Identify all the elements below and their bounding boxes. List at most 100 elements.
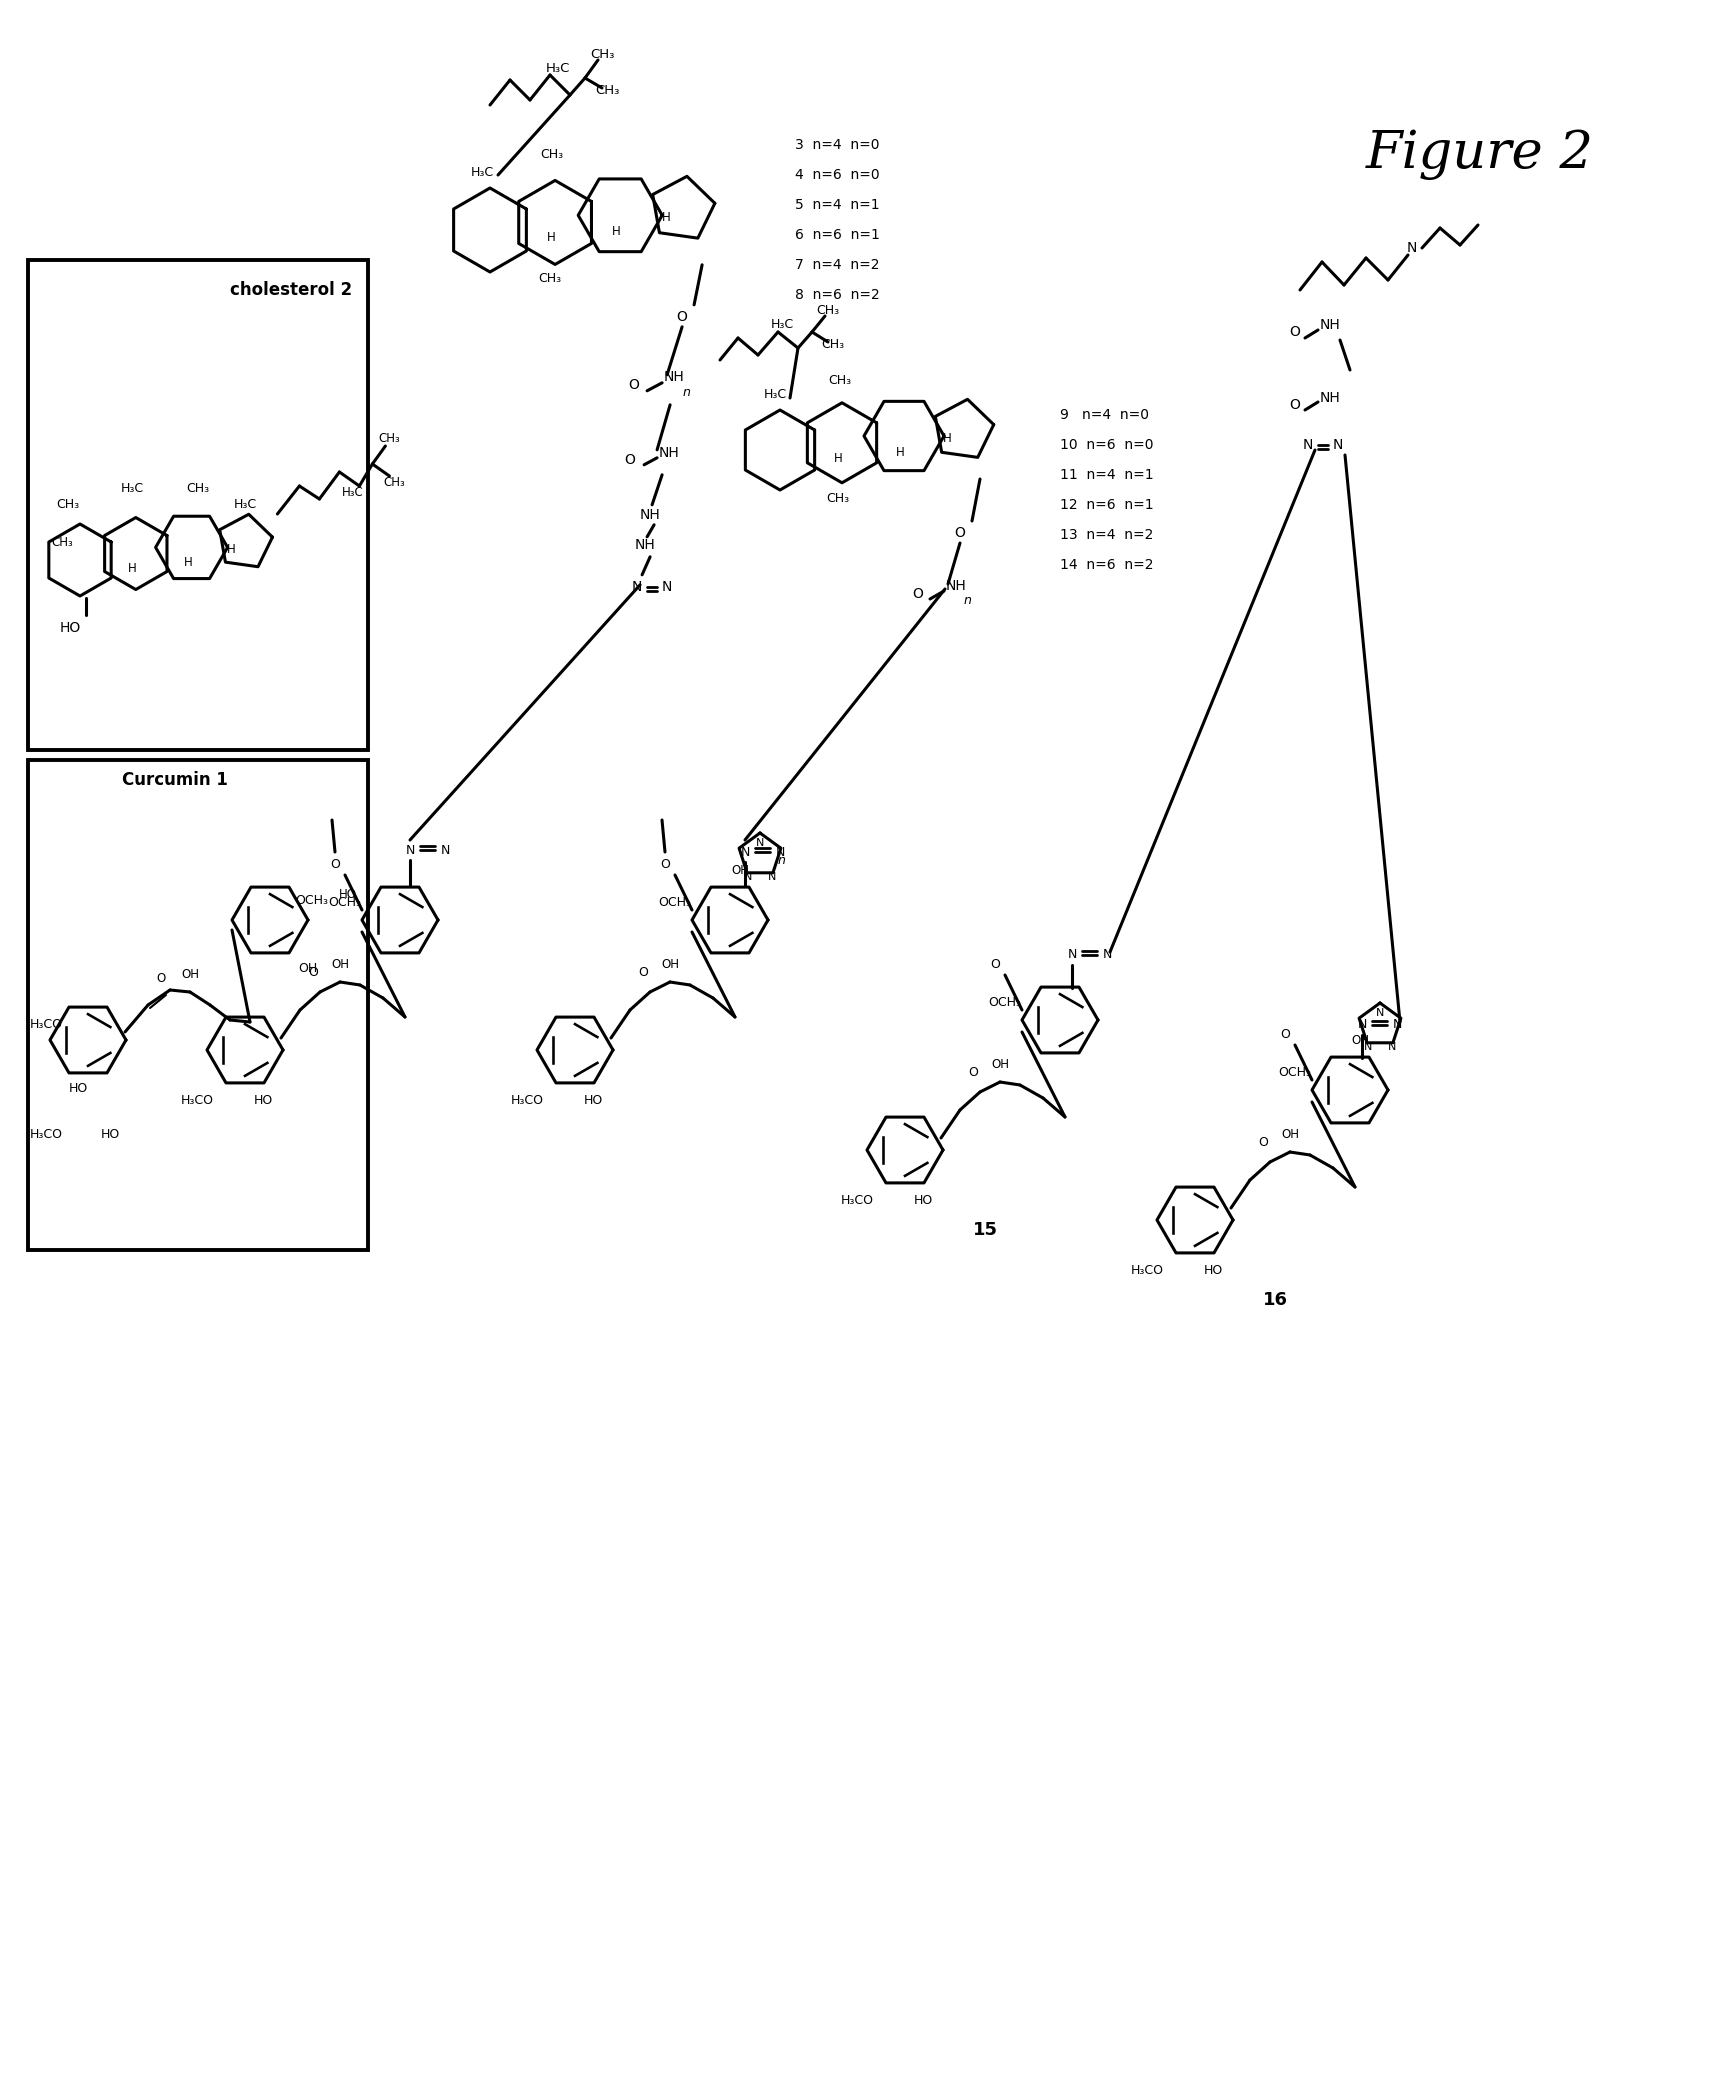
Text: CH₃: CH₃: [383, 475, 406, 490]
Text: N: N: [775, 846, 784, 858]
Text: H: H: [128, 562, 136, 575]
Text: 3  n=4  n=0: 3 n=4 n=0: [794, 137, 879, 152]
Text: OCH₃: OCH₃: [988, 996, 1021, 1008]
Text: Curcumin 1: Curcumin 1: [123, 771, 228, 789]
Text: CH₃: CH₃: [187, 481, 209, 494]
Text: OH: OH: [1351, 1033, 1370, 1046]
Text: O: O: [1280, 1029, 1290, 1042]
Text: N: N: [440, 844, 449, 856]
Text: O: O: [637, 967, 648, 979]
Bar: [28, 260, 368, 750]
Text: N: N: [744, 873, 753, 881]
Text: N: N: [406, 844, 414, 856]
Text: 16: 16: [1262, 1291, 1288, 1308]
Text: NH: NH: [639, 508, 660, 523]
Text: N: N: [1333, 437, 1344, 452]
Text: H: H: [943, 431, 952, 444]
Text: H₃C: H₃C: [770, 319, 794, 331]
Text: NH: NH: [658, 446, 679, 460]
Text: HO: HO: [1204, 1264, 1223, 1277]
Text: HO: HO: [914, 1194, 933, 1206]
Text: N: N: [1376, 1008, 1383, 1019]
Text: N: N: [741, 846, 750, 858]
Text: 12  n=6  n=1: 12 n=6 n=1: [1060, 498, 1154, 512]
Text: O: O: [307, 967, 318, 979]
Text: HO: HO: [69, 1081, 88, 1094]
Text: H₃CO: H₃CO: [29, 1129, 62, 1141]
Text: N: N: [1067, 948, 1076, 962]
Text: 6  n=6  n=1: 6 n=6 n=1: [794, 227, 879, 242]
Text: 5  n=4  n=1: 5 n=4 n=1: [794, 198, 879, 212]
Text: OH: OH: [661, 958, 679, 971]
Text: H₃CO: H₃CO: [511, 1094, 544, 1106]
Text: OH: OH: [181, 969, 199, 981]
Text: CH₃: CH₃: [822, 337, 845, 350]
Text: HO: HO: [584, 1094, 603, 1106]
Text: NH: NH: [946, 579, 967, 594]
Text: 11  n=4  n=1: 11 n=4 n=1: [1060, 469, 1154, 481]
Text: H: H: [226, 544, 235, 556]
Text: H₃C: H₃C: [233, 498, 257, 512]
Text: 14  n=6  n=2: 14 n=6 n=2: [1060, 558, 1154, 573]
Text: Figure 2: Figure 2: [1366, 129, 1594, 181]
Text: 4  n=6  n=0: 4 n=6 n=0: [794, 169, 879, 181]
Text: NH: NH: [1319, 319, 1340, 331]
Text: HO: HO: [100, 1129, 119, 1141]
Text: 10  n=6  n=0: 10 n=6 n=0: [1060, 437, 1154, 452]
Text: CH₃: CH₃: [52, 535, 73, 548]
Text: H₃C: H₃C: [546, 62, 570, 75]
Text: O: O: [157, 971, 166, 985]
Text: 7  n=4  n=2: 7 n=4 n=2: [794, 258, 879, 273]
Text: OH: OH: [991, 1058, 1009, 1071]
Text: cholesterol 2: cholesterol 2: [230, 281, 352, 300]
Text: N: N: [661, 579, 672, 594]
Text: O: O: [1290, 325, 1300, 340]
Text: CH₃: CH₃: [541, 148, 563, 162]
Text: n: n: [682, 385, 691, 400]
Text: OH: OH: [299, 962, 318, 975]
Text: N: N: [632, 579, 642, 594]
Text: H: H: [834, 452, 843, 465]
Text: H: H: [661, 210, 670, 223]
Text: 15: 15: [972, 1221, 998, 1239]
Text: H: H: [611, 225, 620, 237]
Text: HO: HO: [59, 621, 81, 635]
Text: N: N: [1408, 242, 1418, 254]
Text: N: N: [756, 837, 763, 848]
Text: OCH₃: OCH₃: [328, 896, 361, 908]
Text: CH₃: CH₃: [57, 498, 79, 512]
Text: O: O: [955, 527, 965, 539]
Text: H: H: [546, 231, 556, 244]
Text: H₃C: H₃C: [763, 390, 786, 402]
Text: H: H: [183, 556, 192, 569]
Bar: [28, 760, 368, 1250]
Text: 13  n=4  n=2: 13 n=4 n=2: [1060, 527, 1154, 542]
Text: N: N: [1357, 1019, 1366, 1031]
Text: H₃CO: H₃CO: [1131, 1264, 1164, 1277]
Text: CH₃: CH₃: [829, 373, 851, 387]
Text: NH: NH: [663, 371, 684, 383]
Text: OCH₃: OCH₃: [295, 894, 328, 906]
Text: O: O: [677, 310, 687, 323]
Text: H₃C: H₃C: [470, 165, 494, 179]
Text: HO: HO: [254, 1094, 273, 1106]
Text: HO: HO: [338, 889, 357, 902]
Text: CH₃: CH₃: [539, 271, 561, 285]
Text: OH: OH: [1281, 1129, 1299, 1141]
Text: H₃CO: H₃CO: [841, 1194, 874, 1206]
Text: H₃C: H₃C: [342, 485, 363, 498]
Text: n: n: [779, 854, 786, 867]
Text: N: N: [1389, 1042, 1395, 1052]
Text: n: n: [964, 594, 972, 608]
Text: OCH₃: OCH₃: [658, 896, 691, 908]
Text: O: O: [625, 452, 636, 467]
Text: O: O: [629, 377, 639, 392]
Text: O: O: [912, 587, 924, 602]
Text: NH: NH: [636, 537, 656, 552]
Text: O: O: [1257, 1135, 1268, 1148]
Text: N: N: [1102, 948, 1112, 962]
Text: H₃CO: H₃CO: [181, 1094, 214, 1106]
Text: OH: OH: [332, 958, 349, 971]
Text: N: N: [1364, 1042, 1373, 1052]
Text: CH₃: CH₃: [594, 83, 620, 96]
